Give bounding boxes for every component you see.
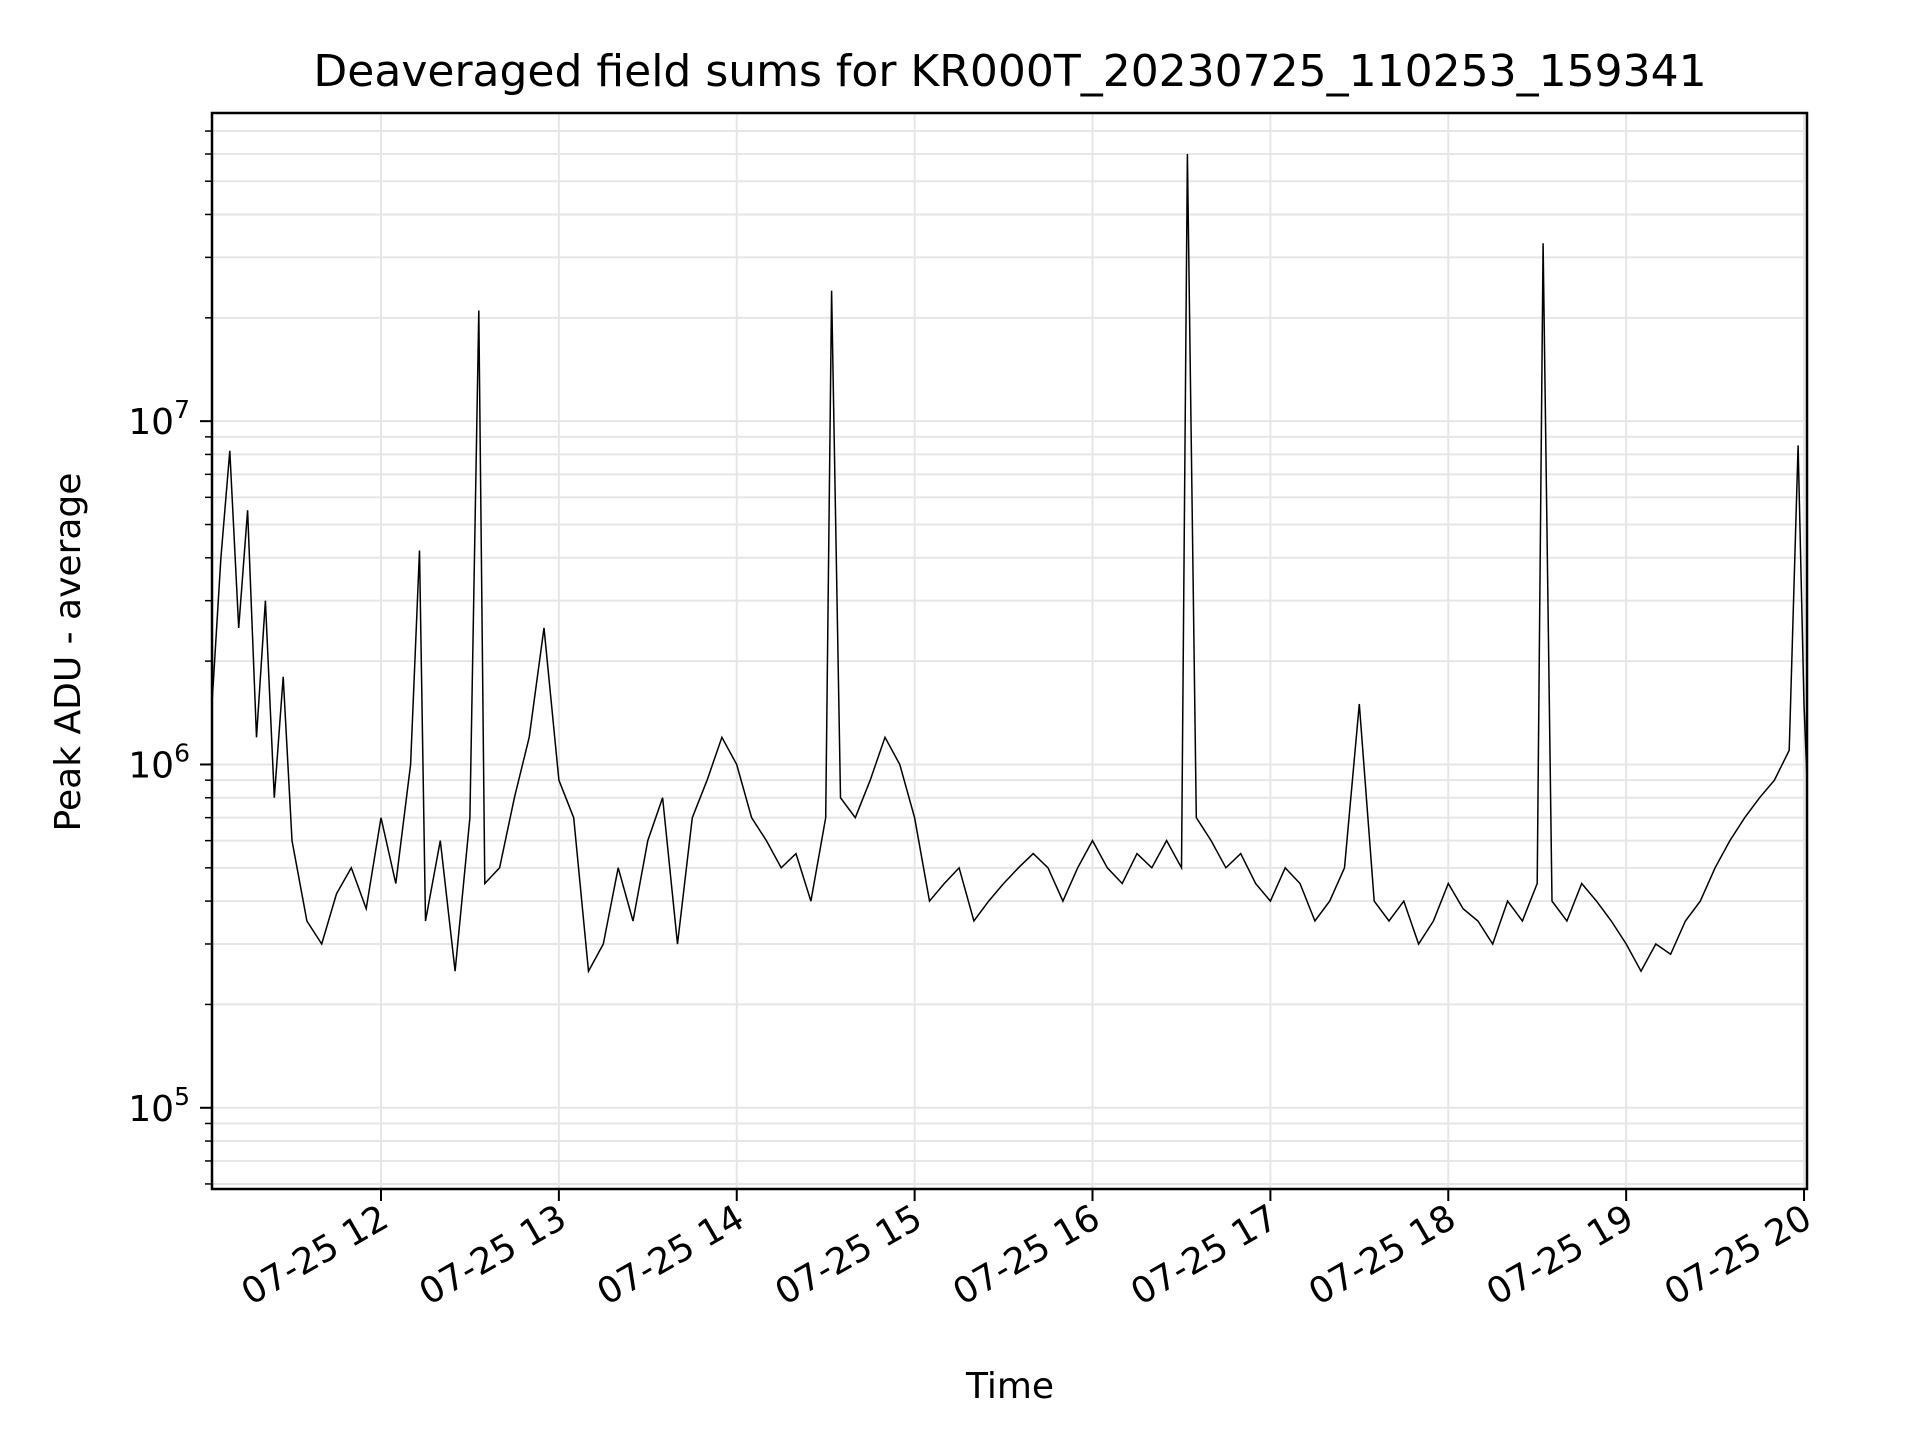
plot-area: [210, 111, 1809, 1191]
series-line: [211, 153, 1808, 974]
y-axis: 105 106 107: [128, 130, 212, 1185]
y-axis-label: Peak ADU - average: [48, 473, 89, 832]
chart-title: Deaveraged field sums for KR000T_2023072…: [313, 46, 1706, 97]
plot-frame: [210, 111, 1809, 1191]
y-tick-label: 107: [128, 395, 190, 443]
plot-background: [212, 113, 1807, 1189]
x-axis-label: Time: [965, 1366, 1054, 1407]
y-tick-label: 106: [128, 738, 190, 786]
y-tick-label: 105: [128, 1082, 190, 1130]
series-layer: [211, 153, 1808, 974]
